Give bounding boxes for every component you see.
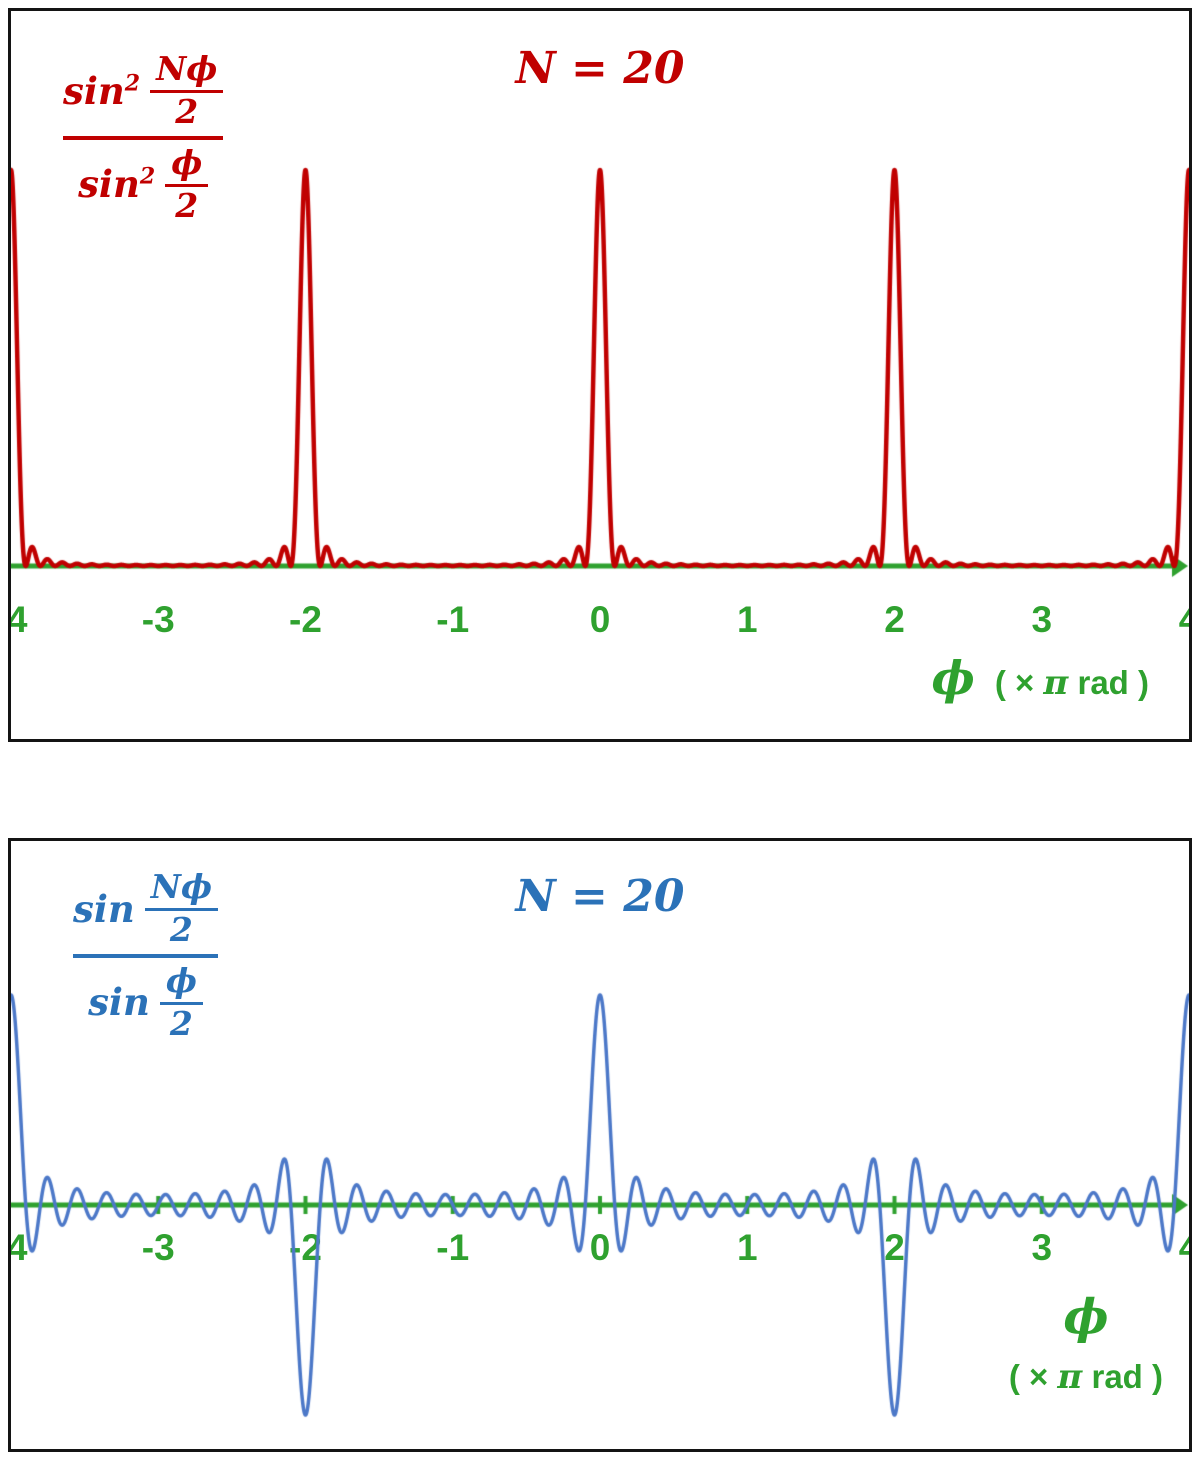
fraction-bar (63, 135, 224, 140)
sin-term: sin (73, 886, 135, 931)
intensity-formula: sin2 Nϕ 2 sin2 ϕ 2 (63, 50, 224, 225)
pi-symbol: π (1043, 663, 1069, 703)
sin-squared-term: sin2 (78, 162, 156, 207)
x-axis-label: ϕ ( × π rad ) (1009, 1289, 1163, 1397)
x-axis-label: ϕ ( × π rad ) (932, 651, 1150, 705)
amplitude-panel: -4-3-2-101234 sin Nϕ 2 sin ϕ 2 N = 20 ϕ … (8, 838, 1192, 1452)
axis-unit-label: ( × π rad ) (1008, 1357, 1163, 1397)
n-value-label: N = 20 (515, 871, 685, 922)
amplitude-formula: sin Nϕ 2 sin ϕ 2 (73, 868, 219, 1043)
phi-over-2-fraction: ϕ 2 (165, 144, 209, 225)
formula-denominator: sin2 ϕ 2 (63, 144, 223, 225)
axis-unit-label: ( × π rad ) (994, 663, 1149, 703)
amplitude-curve-canvas (11, 841, 1189, 1449)
intensity-panel: -4-3-2-101234 sin2 Nϕ 2 sin2 ϕ 2 N = 20 … (8, 8, 1192, 742)
formula-denominator: sin ϕ 2 (73, 962, 218, 1043)
n-phi-over-2-fraction: Nϕ 2 (150, 50, 224, 131)
phi-symbol: ϕ (1063, 1289, 1109, 1345)
formula-numerator: sin Nϕ 2 (73, 868, 219, 949)
phi-over-2-fraction: ϕ 2 (159, 962, 203, 1043)
phi-symbol: ϕ (931, 651, 975, 705)
pi-symbol: π (1057, 1357, 1083, 1397)
intensity-curve-canvas (11, 11, 1189, 739)
formula-numerator: sin2 Nϕ 2 (63, 50, 224, 131)
sin-term: sin (88, 980, 150, 1025)
fraction-bar (73, 953, 219, 958)
sin-squared-term: sin2 (63, 68, 141, 113)
n-value-label: N = 20 (515, 43, 685, 94)
n-phi-over-2-fraction: Nϕ 2 (144, 868, 219, 949)
